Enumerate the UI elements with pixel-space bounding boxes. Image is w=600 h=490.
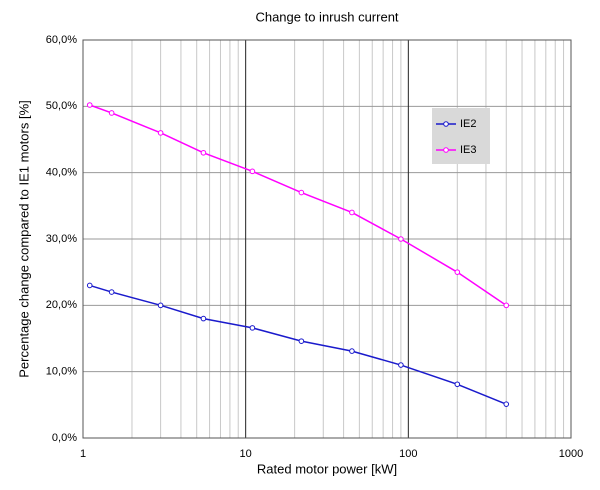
data-point <box>86 102 93 108</box>
data-point <box>349 348 355 354</box>
series-line <box>89 284 507 405</box>
series-line <box>89 104 507 306</box>
data-point <box>454 269 461 275</box>
data-point <box>349 209 355 216</box>
chart-title: Change to inrush current <box>255 9 398 24</box>
y-tick-label: 10,0% <box>46 366 77 378</box>
data-point <box>503 302 510 309</box>
y-tick-label: 40,0% <box>46 167 77 179</box>
data-point <box>249 168 256 175</box>
x-tick-label: 1000 <box>559 448 583 460</box>
x-tick-label: 10 <box>240 448 252 460</box>
legend-label: IE2 <box>460 118 477 130</box>
legend-marker <box>443 121 449 127</box>
data-point <box>249 325 256 331</box>
legend-marker <box>443 147 449 153</box>
y-axis-label: Percentage change compared to IE1 motors… <box>16 100 31 378</box>
plot-frame <box>82 39 572 439</box>
x-tick-label: 1 <box>80 448 86 460</box>
data-point <box>454 381 461 388</box>
data-point <box>200 315 207 322</box>
data-point <box>398 236 404 242</box>
legend-box <box>432 108 490 164</box>
data-point <box>157 130 164 136</box>
y-tick-label: 50,0% <box>46 100 77 112</box>
data-point <box>398 362 404 368</box>
data-point <box>503 401 510 407</box>
data-point <box>108 110 115 116</box>
data-point <box>298 189 305 196</box>
data-point <box>108 289 115 295</box>
y-tick-label: 0,0% <box>52 432 77 444</box>
data-point <box>157 302 164 309</box>
data-point <box>200 149 207 156</box>
y-tick-label: 60,0% <box>46 34 77 46</box>
y-tick-label: 20,0% <box>46 299 77 311</box>
y-tick-label: 30,0% <box>46 233 77 245</box>
legend-label: IE3 <box>460 144 477 156</box>
x-tick-label: 100 <box>399 448 417 460</box>
data-point <box>298 338 305 344</box>
x-axis-label: Rated motor power [kW] <box>257 461 397 476</box>
data-point <box>86 282 93 289</box>
